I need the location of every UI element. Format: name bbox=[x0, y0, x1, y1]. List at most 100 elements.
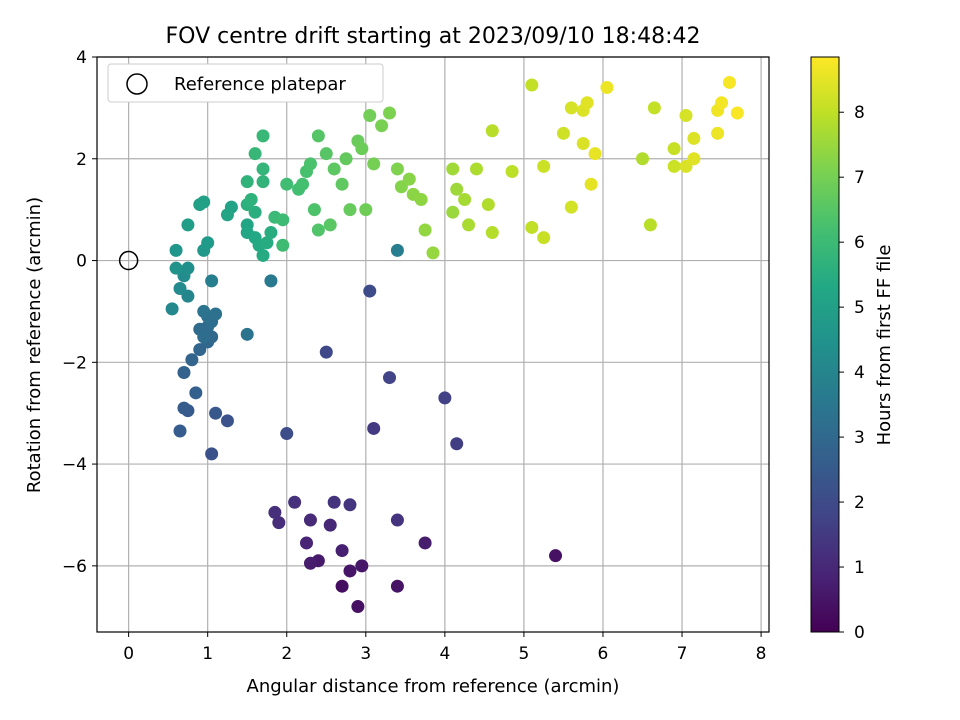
data-point bbox=[240, 327, 254, 341]
data-point bbox=[564, 200, 578, 214]
y-axis-label: Rotation from reference (arcmin) bbox=[24, 197, 45, 493]
data-point bbox=[359, 203, 373, 217]
x-tick-label: 1 bbox=[202, 644, 213, 664]
plot-frame bbox=[96, 56, 770, 633]
data-point bbox=[319, 345, 333, 359]
data-point bbox=[525, 220, 539, 234]
data-point bbox=[220, 208, 234, 222]
data-point bbox=[711, 126, 725, 140]
data-point bbox=[537, 159, 551, 173]
data-point bbox=[323, 218, 337, 232]
data-point bbox=[280, 177, 294, 191]
colorbar-tick-label: 6 bbox=[854, 233, 865, 253]
data-point bbox=[446, 162, 460, 176]
data-point bbox=[418, 223, 432, 237]
data-point bbox=[300, 536, 314, 550]
colorbar-tick-label: 5 bbox=[854, 298, 865, 318]
data-point bbox=[339, 152, 353, 166]
x-tick-label: 4 bbox=[439, 644, 450, 664]
data-point bbox=[169, 243, 183, 257]
data-point bbox=[450, 437, 464, 451]
data-point bbox=[319, 147, 333, 161]
data-point bbox=[256, 248, 270, 262]
data-point bbox=[303, 157, 317, 171]
data-point bbox=[189, 386, 203, 400]
data-point bbox=[335, 544, 349, 558]
data-point bbox=[730, 106, 744, 120]
data-point bbox=[220, 414, 234, 428]
colorbar-tick-label: 7 bbox=[854, 168, 865, 188]
data-point bbox=[311, 129, 325, 143]
colorbar-tick-label: 2 bbox=[854, 493, 865, 513]
x-tick-label: 7 bbox=[677, 644, 688, 664]
data-point bbox=[327, 162, 341, 176]
data-point bbox=[296, 177, 310, 191]
data-point bbox=[280, 427, 294, 441]
colorbar-tick-label: 0 bbox=[854, 623, 865, 643]
legend-box bbox=[107, 63, 384, 103]
data-point bbox=[462, 218, 476, 232]
colorbar-tick-label: 4 bbox=[854, 363, 865, 383]
data-point bbox=[343, 564, 357, 578]
chart-title: FOV centre drift starting at 2023/09/10 … bbox=[166, 24, 701, 49]
data-point bbox=[722, 75, 736, 89]
data-point bbox=[260, 236, 274, 250]
data-point bbox=[205, 274, 219, 288]
colorbar-tick-label: 1 bbox=[854, 558, 865, 578]
y-tick-label: 4 bbox=[76, 48, 87, 68]
data-point bbox=[647, 101, 661, 115]
reference-marker bbox=[118, 250, 139, 271]
data-point bbox=[181, 261, 195, 275]
x-tick-label: 2 bbox=[281, 644, 292, 664]
data-point bbox=[276, 213, 290, 227]
data-point bbox=[687, 152, 701, 166]
data-point bbox=[667, 159, 681, 173]
colorbar-tick-label: 8 bbox=[854, 103, 865, 123]
data-point bbox=[715, 96, 729, 110]
data-point bbox=[209, 307, 223, 321]
y-tick-label: 0 bbox=[76, 252, 87, 272]
data-point bbox=[643, 218, 657, 232]
data-point bbox=[335, 177, 349, 191]
data-point bbox=[185, 353, 199, 367]
data-point bbox=[564, 101, 578, 115]
data-point bbox=[276, 238, 290, 252]
data-point bbox=[481, 198, 495, 212]
data-point bbox=[537, 231, 551, 245]
data-point bbox=[375, 119, 389, 133]
colorbar: 0 1 2 3 4 5 6 7 8 Hours from first FF file bbox=[810, 56, 895, 643]
legend: Reference platepar bbox=[107, 63, 384, 103]
x-tick-label: 6 bbox=[598, 644, 609, 664]
data-point bbox=[450, 182, 464, 196]
x-tick-label: 5 bbox=[519, 644, 530, 664]
data-point bbox=[383, 106, 397, 120]
data-point bbox=[426, 246, 440, 260]
data-point bbox=[469, 162, 483, 176]
data-point bbox=[600, 81, 614, 95]
data-point bbox=[323, 518, 337, 532]
data-point bbox=[272, 516, 286, 530]
grid bbox=[97, 56, 769, 632]
colorbar-gradient bbox=[810, 56, 840, 633]
data-point bbox=[303, 513, 317, 527]
data-point bbox=[355, 142, 369, 156]
data-point bbox=[390, 579, 404, 593]
data-point bbox=[383, 371, 397, 385]
x-axis-label: Angular distance from reference (arcmin) bbox=[247, 676, 620, 697]
data-point bbox=[248, 147, 262, 161]
data-point bbox=[197, 304, 211, 318]
data-point bbox=[414, 192, 428, 206]
y-ticks: −6 −4 −2 0 2 4 bbox=[62, 48, 97, 577]
colorbar-tick-label: 3 bbox=[854, 428, 865, 448]
x-tick-label: 8 bbox=[756, 644, 767, 664]
data-point bbox=[390, 243, 404, 257]
x-ticks: 0 1 2 3 4 5 6 7 8 bbox=[123, 632, 767, 664]
colorbar-label: Hours from first FF file bbox=[874, 245, 895, 446]
data-point bbox=[201, 236, 215, 250]
data-point bbox=[580, 96, 594, 110]
data-point bbox=[549, 549, 563, 563]
data-point bbox=[264, 226, 278, 240]
data-point bbox=[288, 495, 302, 509]
scatter-points bbox=[165, 75, 744, 614]
